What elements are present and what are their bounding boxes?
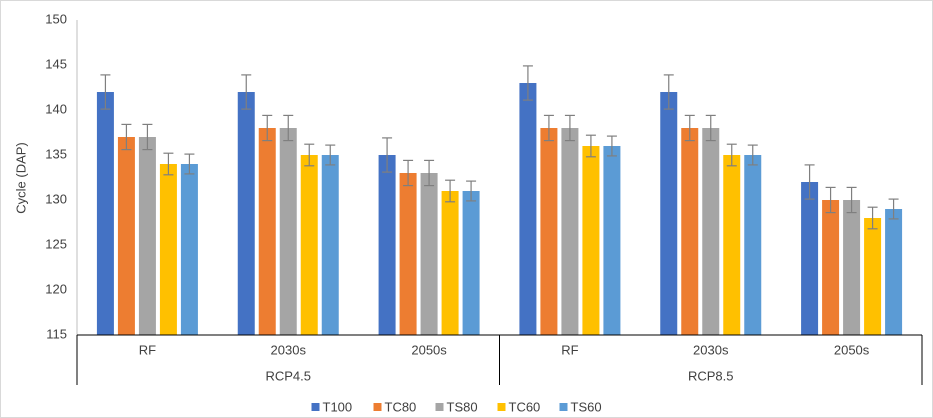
bar bbox=[540, 128, 558, 335]
x-tick-label: RF bbox=[139, 342, 156, 357]
bar bbox=[96, 92, 114, 335]
bar bbox=[399, 173, 417, 335]
bar bbox=[462, 191, 480, 335]
bar bbox=[159, 164, 177, 335]
bar bbox=[237, 92, 255, 335]
bar bbox=[843, 200, 861, 335]
bar bbox=[603, 146, 621, 335]
bar bbox=[822, 200, 840, 335]
bar bbox=[744, 155, 762, 335]
bar bbox=[885, 209, 903, 335]
error-bar bbox=[804, 164, 815, 200]
error-bar bbox=[325, 144, 336, 166]
error-bar bbox=[543, 114, 554, 142]
bar bbox=[660, 92, 678, 335]
bar bbox=[300, 155, 318, 335]
x-tick-label: 2030s bbox=[693, 342, 729, 357]
error-bar bbox=[241, 74, 252, 110]
error-bar bbox=[726, 143, 737, 167]
error-bar bbox=[283, 114, 294, 142]
error-bar bbox=[100, 74, 111, 110]
bar bbox=[279, 128, 297, 335]
y-tick-label: 135 bbox=[45, 146, 67, 161]
error-bar bbox=[684, 114, 695, 142]
y-tick-label: 120 bbox=[45, 281, 67, 296]
error-bar bbox=[825, 186, 836, 214]
error-bar bbox=[466, 180, 477, 202]
legend-label: TS60 bbox=[571, 399, 602, 414]
error-bar bbox=[184, 153, 195, 175]
error-bar bbox=[705, 114, 716, 142]
x-tick-label: RF bbox=[561, 342, 578, 357]
y-axis-title: Cycle (DAP) bbox=[13, 142, 28, 214]
bar bbox=[180, 164, 198, 335]
error-bar bbox=[163, 152, 174, 176]
y-tick-label: 140 bbox=[45, 101, 67, 116]
legend-label: TC60 bbox=[509, 399, 541, 414]
error-bar bbox=[846, 186, 857, 214]
legend-swatch bbox=[373, 403, 382, 411]
legend-swatch bbox=[311, 403, 320, 411]
legend-label: TS80 bbox=[447, 399, 478, 414]
bar bbox=[117, 137, 135, 335]
error-bar bbox=[663, 74, 674, 110]
legend-swatch bbox=[559, 403, 568, 411]
bar bbox=[258, 128, 276, 335]
bar bbox=[723, 155, 741, 335]
y-tick-label: 145 bbox=[45, 56, 67, 71]
y-tick-label: 125 bbox=[45, 236, 67, 251]
error-bar bbox=[382, 137, 393, 173]
legend-label: TC80 bbox=[385, 399, 417, 414]
x-tick-label: 2050s bbox=[834, 342, 870, 357]
bar bbox=[702, 128, 720, 335]
error-bar bbox=[606, 135, 617, 157]
y-tick-label: 130 bbox=[45, 191, 67, 206]
bar bbox=[378, 155, 396, 335]
bar bbox=[441, 191, 459, 335]
error-bar bbox=[888, 198, 899, 220]
legend-swatch bbox=[435, 403, 444, 411]
bar bbox=[582, 146, 600, 335]
legend-label: T100 bbox=[323, 399, 353, 414]
error-bar bbox=[445, 179, 456, 203]
error-bar bbox=[522, 65, 533, 101]
bar bbox=[561, 128, 579, 335]
bar bbox=[681, 128, 699, 335]
group-label: RCP8.5 bbox=[688, 368, 734, 383]
x-tick-label: 2030s bbox=[271, 342, 307, 357]
bar bbox=[420, 173, 438, 335]
error-bar bbox=[747, 144, 758, 166]
error-bar bbox=[262, 114, 273, 142]
x-tick-label: 2050s bbox=[411, 342, 447, 357]
bar bbox=[864, 218, 882, 335]
error-bar bbox=[867, 206, 878, 230]
error-bar bbox=[121, 123, 132, 151]
error-bar bbox=[304, 143, 315, 167]
legend-swatch bbox=[497, 403, 506, 411]
bar bbox=[519, 83, 537, 335]
y-tick-label: 115 bbox=[46, 326, 67, 341]
bar bbox=[321, 155, 339, 335]
group-label: RCP4.5 bbox=[265, 368, 311, 383]
bar bbox=[801, 182, 819, 335]
error-bar bbox=[564, 114, 575, 142]
error-bar bbox=[403, 159, 414, 187]
error-bar bbox=[142, 123, 153, 151]
error-bar bbox=[585, 134, 596, 158]
bar bbox=[138, 137, 156, 335]
error-bar bbox=[424, 159, 435, 187]
y-tick-label: 150 bbox=[45, 11, 67, 26]
